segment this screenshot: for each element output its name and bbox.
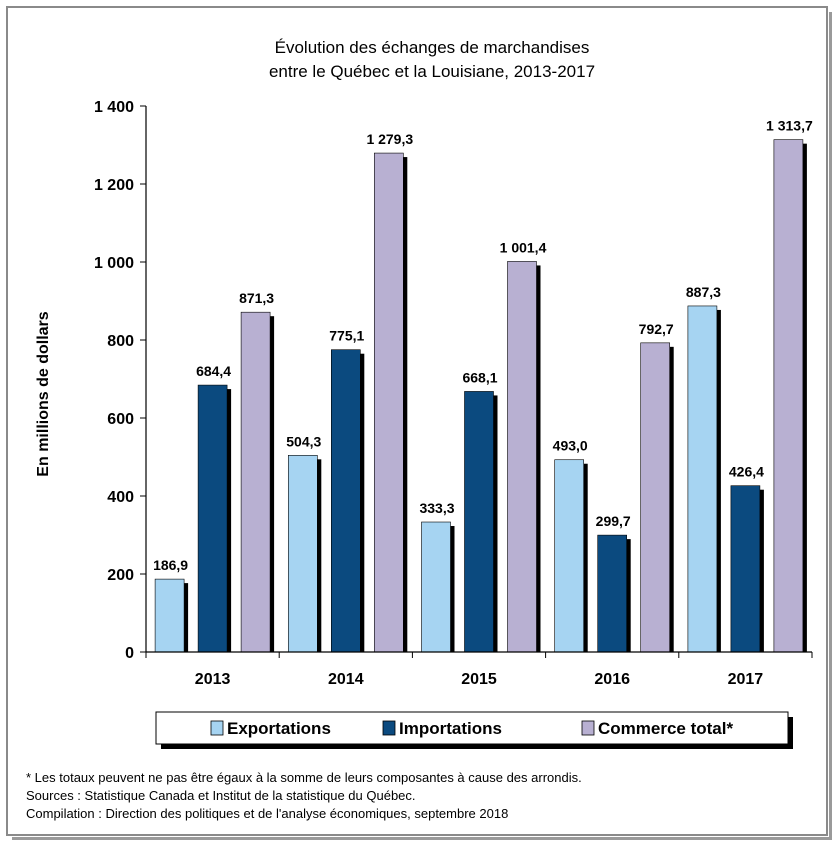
bar-exportations-2014: [287, 455, 318, 653]
y-tick-label: 1 400: [94, 99, 134, 116]
x-tick-label-2013: 2013: [195, 671, 231, 688]
data-label: 684,4: [196, 363, 231, 379]
footnote-rounding: * Les totaux peuvent ne pas être égaux à…: [26, 770, 582, 785]
legend-label: Exportations: [227, 719, 331, 738]
x-tick-label-2017: 2017: [728, 671, 764, 688]
data-label: 775,1: [329, 328, 364, 344]
y-tick-label: 0: [125, 645, 134, 662]
y-tick-label: 1 200: [94, 177, 134, 194]
footnote-sources: Sources : Statistique Canada et Institut…: [26, 788, 416, 803]
y-tick-label: 400: [107, 489, 134, 506]
data-label: 299,7: [596, 513, 631, 529]
legend-swatch-exportations: [210, 720, 224, 736]
chart-title-line1: Évolution des échanges de marchandises: [275, 38, 590, 57]
data-label: 186,9: [153, 557, 188, 573]
y-tick-label: 800: [107, 333, 134, 350]
bar-importations-2017: [730, 485, 761, 653]
chart-title-line2: entre le Québec et la Louisiane, 2013-20…: [269, 62, 595, 81]
data-label: 887,3: [686, 284, 721, 300]
legend-swatch-commerce-total-: [581, 720, 595, 736]
data-label: 1 001,4: [500, 239, 547, 255]
data-label: 333,3: [419, 500, 454, 516]
bar-commerce-total--2017: [773, 139, 804, 653]
legend-swatch-importations: [382, 720, 396, 736]
bar-commerce-total--2014: [373, 152, 404, 653]
bar-commerce-total--2015: [507, 261, 537, 653]
footnote-compilation: Compilation : Direction des politiques e…: [26, 806, 509, 821]
data-label: 792,7: [639, 321, 674, 337]
bar-commerce-total--2016: [640, 342, 671, 653]
y-axis-label: En millions de dollars: [35, 311, 52, 476]
data-label: 871,3: [239, 290, 274, 306]
data-label: 493,0: [553, 438, 588, 454]
x-tick-label-2016: 2016: [594, 671, 630, 688]
y-tick-label: 600: [107, 411, 134, 428]
bar-exportations-2017: [687, 305, 718, 653]
bar-commerce-total--2013: [240, 311, 271, 653]
data-label: 426,4: [729, 464, 764, 480]
x-tick-label-2015: 2015: [461, 671, 497, 688]
bar-importations-2013: [197, 384, 228, 653]
x-tick-label-2014: 2014: [328, 671, 364, 688]
legend-box: [155, 711, 789, 745]
legend-label: Commerce total*: [598, 719, 733, 738]
bar-importations-2015: [464, 391, 494, 653]
data-label: 1 313,7: [766, 118, 813, 134]
data-label: 504,3: [286, 433, 321, 449]
bar-exportations-2015: [421, 521, 451, 653]
legend-label: Importations: [399, 719, 502, 738]
bar-importations-2014: [330, 349, 361, 653]
bar-importations-2016: [597, 534, 628, 653]
data-label: 1 279,3: [366, 131, 413, 147]
y-tick-label: 200: [107, 567, 134, 584]
bar-exportations-2016: [554, 459, 585, 653]
bar-exportations-2013: [154, 578, 185, 653]
data-label: 668,1: [462, 369, 497, 385]
y-tick-label: 1 000: [94, 255, 134, 272]
